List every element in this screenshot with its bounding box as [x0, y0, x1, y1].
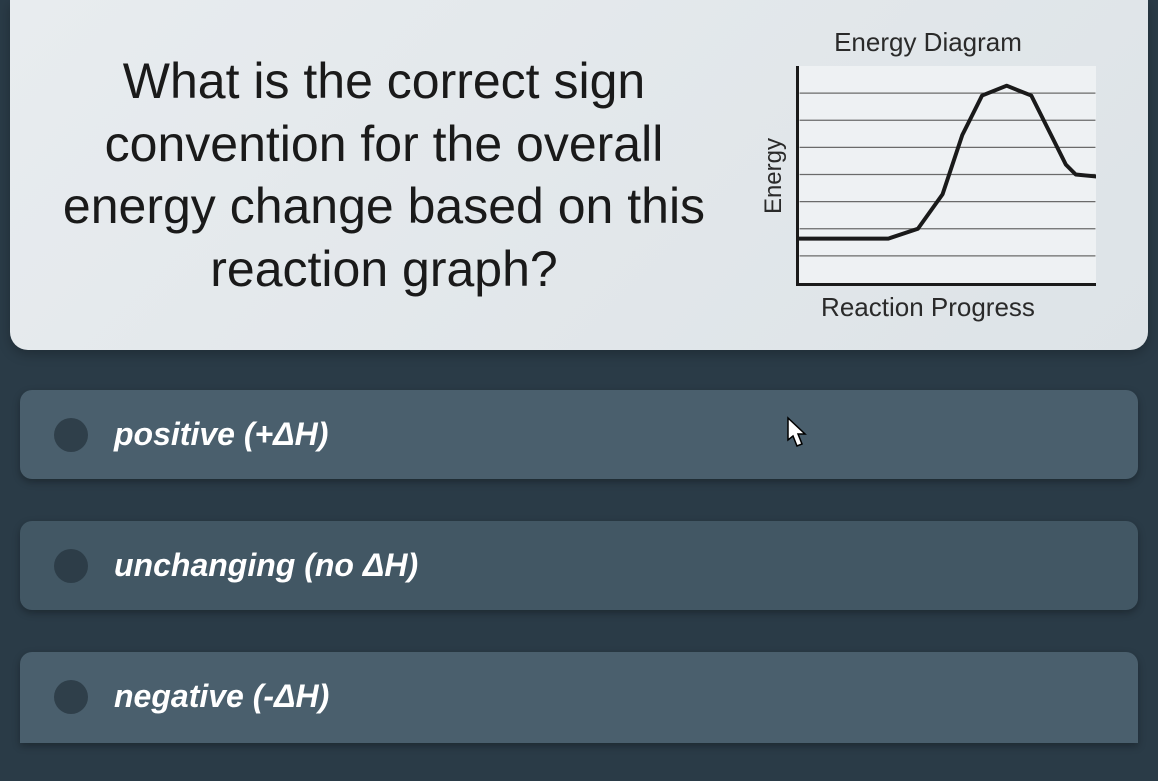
energy-diagram: Energy Diagram Energy Reaction Progress	[738, 27, 1118, 323]
diagram-row: Energy	[760, 66, 1096, 286]
option-label: unchanging (no ΔH)	[114, 547, 418, 584]
option-unchanging[interactable]: unchanging (no ΔH)	[20, 521, 1138, 610]
radio-icon	[54, 680, 88, 714]
radio-icon	[54, 549, 88, 583]
option-negative[interactable]: negative (-ΔH)	[20, 652, 1138, 743]
x-axis-label: Reaction Progress	[821, 292, 1035, 323]
diagram-title: Energy Diagram	[834, 27, 1022, 58]
option-label: positive (+ΔH)	[114, 416, 328, 453]
option-label: negative (-ΔH)	[114, 678, 329, 715]
energy-plot	[796, 66, 1096, 286]
y-axis-label: Energy	[760, 138, 788, 214]
option-positive[interactable]: positive (+ΔH)	[20, 390, 1138, 479]
question-card: What is the correct sign convention for …	[10, 0, 1148, 350]
radio-icon	[54, 418, 88, 452]
question-text: What is the correct sign convention for …	[40, 50, 738, 300]
answer-options: positive (+ΔH) unchanging (no ΔH) negati…	[20, 390, 1138, 743]
